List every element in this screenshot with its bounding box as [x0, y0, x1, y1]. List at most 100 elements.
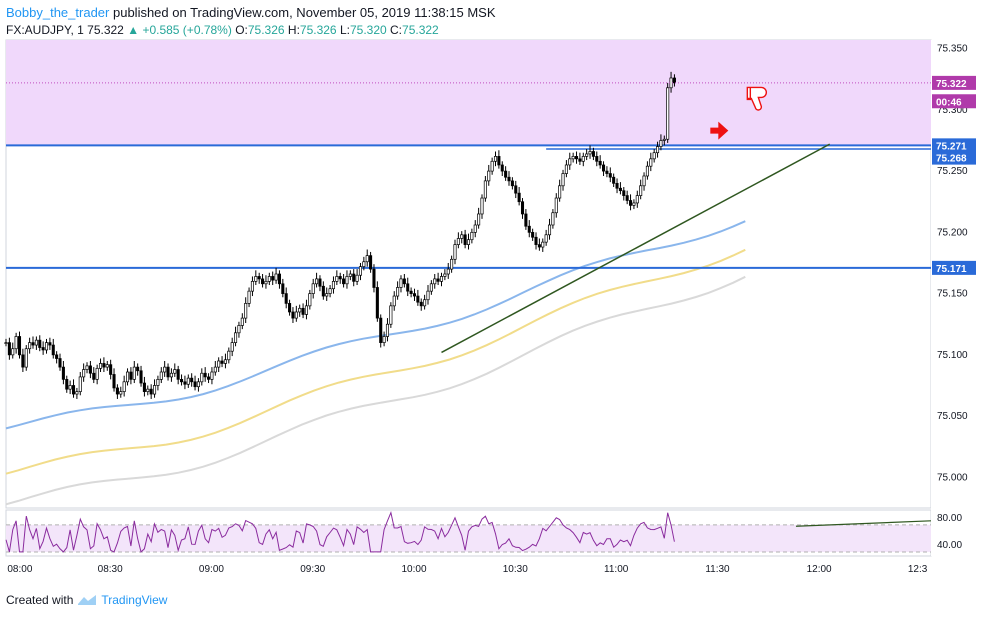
candle-body [176, 369, 180, 380]
candle-body [183, 381, 187, 385]
candle-body [547, 224, 552, 236]
time-tick-label: 12:3 [908, 564, 928, 575]
candle-body [257, 276, 261, 280]
publish-info: published on TradingView.com, November 0… [112, 5, 496, 20]
candle-body [416, 295, 420, 303]
time-tick-label: 10:00 [401, 564, 426, 575]
candle-body [71, 385, 76, 395]
candle-body [261, 278, 265, 285]
candle-body [203, 372, 207, 378]
candle-body [595, 156, 599, 162]
candle-body [328, 288, 332, 294]
candle-body [48, 342, 52, 346]
candle-body [315, 278, 319, 285]
price-pane[interactable] [4, 39, 932, 509]
candle-body [142, 382, 146, 392]
ohlc-low: 75.320 [349, 23, 387, 37]
brand-link[interactable]: TradingView [101, 593, 168, 607]
candle-body [460, 234, 464, 239]
candle-body [331, 281, 335, 290]
candle-body [102, 363, 106, 368]
candle-body [7, 342, 11, 356]
time-tick-label: 11:30 [705, 564, 730, 575]
candle-body [669, 77, 673, 89]
candle-body [635, 195, 639, 204]
candle-body [453, 244, 457, 260]
created-with-label: Created with [6, 593, 74, 607]
candle-body [423, 299, 427, 307]
candle-body [412, 293, 417, 297]
candle-body [571, 156, 575, 160]
resistance-zone [6, 40, 931, 146]
candle-body [234, 332, 238, 343]
candle-body [31, 342, 35, 346]
candle-body [524, 213, 528, 227]
candle-body [382, 336, 386, 343]
chart-canvas[interactable]: 75.350 75.300 75.250 75.200 75.150 75.100 75.0… [0, 0, 988, 590]
candle-body [544, 234, 548, 243]
price-change: +0.585 (+0.78%) [142, 23, 232, 37]
candle-body [564, 164, 568, 174]
candle-body [294, 311, 298, 319]
candle-body [78, 376, 82, 392]
candle-body [321, 285, 325, 297]
trendline [441, 143, 831, 354]
candle-body [541, 241, 545, 248]
candle-body [372, 268, 376, 288]
price-tick-label: 75.300 [937, 105, 968, 116]
candle-body [159, 371, 163, 380]
rsi-tick-label: 80.00 [937, 513, 962, 524]
candle-body [207, 376, 211, 380]
candle-body [520, 201, 525, 215]
candle-body [213, 366, 217, 373]
candle-body [95, 367, 99, 380]
candle-body [618, 187, 622, 192]
candle-body [554, 197, 558, 214]
time-tick-label: 09:30 [300, 564, 325, 575]
candle-body [591, 151, 595, 157]
candle-body [537, 244, 541, 248]
symbol-legend: FX:AUDJPY, 1 75.322 ▲ +0.585 (+0.78%) O:… [6, 22, 439, 38]
candle-body [325, 293, 329, 297]
candle-body [608, 173, 612, 178]
candle-body [338, 276, 342, 280]
candle-body [21, 354, 25, 368]
footer: Created with TradingView [6, 593, 167, 607]
candle-body [11, 348, 15, 356]
candle-body [288, 303, 292, 313]
candle-body [534, 236, 538, 245]
candle-body [173, 369, 177, 374]
time-tick-label: 08:30 [98, 564, 123, 575]
candle-body [392, 295, 396, 307]
candle-body [190, 377, 194, 383]
candle-body [51, 344, 55, 356]
candle-body [277, 273, 281, 285]
candle-body [169, 372, 173, 378]
rsi-line [5, 511, 675, 553]
candle-body [497, 156, 501, 166]
candle-body [396, 287, 400, 297]
candle-body [291, 311, 295, 319]
candle-body [166, 366, 170, 378]
candle-body [318, 278, 322, 287]
ohlc-low-label: L: [339, 23, 350, 37]
candle-body [588, 151, 592, 155]
candle-body [355, 274, 359, 282]
candle-body [598, 160, 602, 166]
candle-body [483, 180, 487, 199]
candle-body [153, 385, 157, 395]
rsi-tick-label: 40.00 [937, 540, 962, 551]
time-tick-label: 12:00 [807, 564, 832, 575]
candle-body [85, 365, 89, 370]
price-tag-label: 75.271 [936, 141, 967, 152]
tradingview-logo-icon [78, 595, 97, 605]
last-price: 75.322 [87, 23, 124, 37]
candle-body [58, 358, 62, 368]
price-tag [932, 75, 976, 90]
candle-body [267, 276, 271, 282]
rsi-pane[interactable] [5, 509, 932, 557]
candle-body [666, 87, 670, 140]
author-link[interactable]: Bobby_the_trader [6, 5, 110, 20]
candle-body [652, 152, 656, 160]
candle-body [362, 261, 366, 267]
